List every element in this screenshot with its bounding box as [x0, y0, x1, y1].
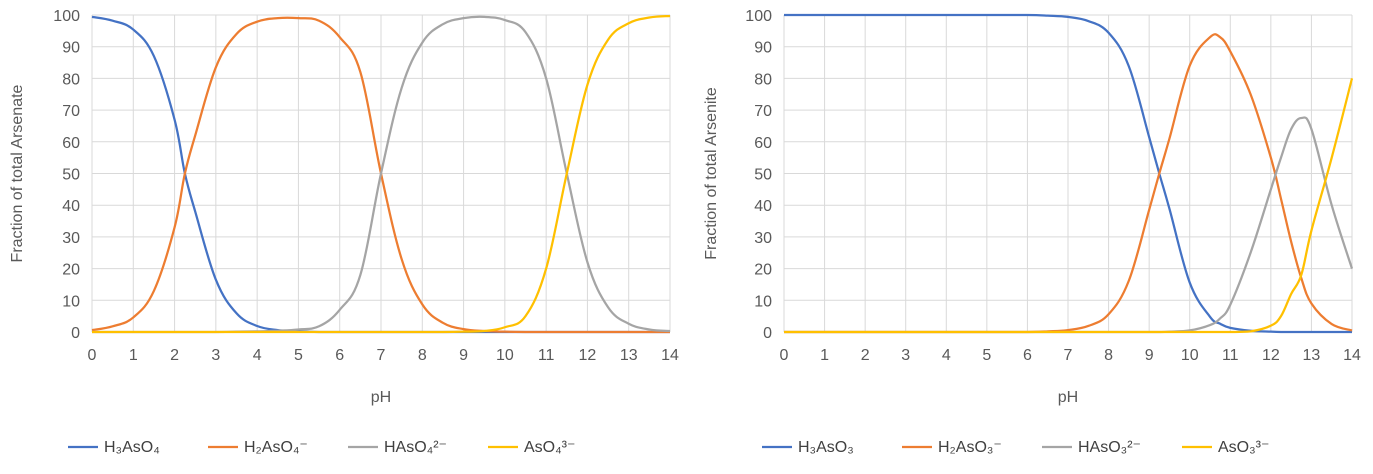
y-tick-label: 50	[754, 167, 772, 184]
legend-item: H₂AsO₃⁻	[902, 439, 1002, 456]
x-tick-label: 12	[1262, 347, 1280, 364]
x-tick-label: 2	[170, 347, 179, 364]
x-axis-title: pH	[371, 389, 391, 406]
y-tick-label: 100	[53, 8, 80, 25]
y-tick-label: 60	[62, 135, 80, 152]
legend-label: AsO₃³⁻	[1218, 439, 1269, 456]
x-tick-label: 4	[253, 347, 262, 364]
y-axis-title: Fraction of total Arsenate	[9, 84, 26, 262]
arsenate-speciation-chart: 0 1 2 3 4 5 6 7 8 9 10 11 12 13 1401020304050607080901…	[9, 8, 679, 456]
legend-item: AsO₃³⁻	[1182, 439, 1269, 456]
x-tick-label: 2	[861, 347, 870, 364]
x-tick-label: 10	[496, 347, 514, 364]
series-lines	[784, 13, 1354, 334]
y-tick-label: 0	[763, 325, 772, 342]
legend-item: H₃AsO₄	[68, 439, 160, 456]
legend: H₃AsO₄ H₂AsO₄⁻ HAsO₄²⁻ AsO₄³⁻	[68, 439, 575, 456]
x-tick-label: 8	[1104, 347, 1113, 364]
arsenite-speciation-chart: 0 1 2 3 4 5 6 7 8 9 10 11 12 13 1401020304050607080901…	[703, 8, 1361, 456]
y-tick-label: 80	[754, 71, 772, 88]
x-tick-label: 12	[579, 347, 597, 364]
legend-label: H₂AsO₃⁻	[938, 439, 1002, 456]
x-tick-label: 1	[129, 347, 138, 364]
legend-label: HAsO₄²⁻	[384, 439, 447, 456]
legend-label: AsO₄³⁻	[524, 439, 575, 456]
y-tick-label: 100	[745, 8, 772, 25]
y-tick-label: 70	[754, 103, 772, 120]
x-tick-label: 9	[459, 347, 468, 364]
legend-item: H₂AsO₄⁻	[208, 439, 308, 456]
x-tick-label: 9	[1145, 347, 1154, 364]
series-line-1	[91, 16, 670, 334]
y-tick-label: 30	[62, 230, 80, 247]
legend-label: H₂AsO₄⁻	[244, 439, 308, 456]
y-tick-label: 50	[62, 167, 80, 184]
y-tick-label: 40	[754, 198, 772, 215]
gridlines	[783, 14, 1353, 333]
x-tick-label: 1	[820, 347, 829, 364]
x-tick-label: 3	[211, 347, 220, 364]
x-tick-label: 7	[1064, 347, 1073, 364]
x-tick-label: 6	[335, 347, 344, 364]
x-tick-label: 5	[982, 347, 991, 364]
x-tick-label: 11	[1222, 347, 1239, 364]
x-tick-label: 0	[88, 347, 97, 364]
x-tick-label: 14	[1343, 347, 1361, 364]
x-tick-label: 10	[1181, 347, 1199, 364]
x-tick-label: 6	[1023, 347, 1032, 364]
y-tick-label: 40	[62, 198, 80, 215]
legend-item: HAsO₄²⁻	[348, 439, 447, 456]
x-tick-label: 13	[1303, 347, 1321, 364]
x-tick-label: 14	[661, 347, 679, 364]
legend-item: HAsO₃²⁻	[1042, 439, 1141, 456]
y-tick-label: 30	[754, 230, 772, 247]
series-lines	[91, 14, 671, 334]
series-line-3	[784, 78, 1354, 334]
y-tick-label: 10	[62, 293, 80, 310]
y-tick-label: 80	[62, 71, 80, 88]
x-tick-label: 3	[901, 347, 910, 364]
legend-label: H₃AsO₄	[104, 439, 160, 456]
y-tick-label: 20	[62, 262, 80, 279]
y-tick-label: 90	[754, 40, 772, 57]
y-tick-label: 20	[754, 262, 772, 279]
series-line-3	[92, 14, 671, 334]
y-tick-label: 70	[62, 103, 80, 120]
y-tick-label: 90	[62, 40, 80, 57]
x-tick-label: 7	[377, 347, 386, 364]
legend-label: HAsO₃²⁻	[1078, 439, 1141, 456]
y-tick-label: 60	[754, 135, 772, 152]
legend-item: H₃AsO₃	[762, 439, 854, 456]
x-tick-label: 4	[942, 347, 951, 364]
y-tick-label: 0	[71, 325, 80, 342]
x-axis-title: pH	[1058, 389, 1078, 406]
legend-item: AsO₄³⁻	[488, 439, 575, 456]
y-axis-title: Fraction of total Arsenite	[703, 87, 720, 260]
x-tick-label: 8	[418, 347, 427, 364]
x-tick-label: 11	[538, 347, 555, 364]
legend-label: H₃AsO₃	[798, 439, 854, 456]
x-tick-label: 13	[620, 347, 638, 364]
x-tick-label: 0	[780, 347, 789, 364]
x-tick-label: 5	[294, 347, 303, 364]
legend: H₃AsO₃ H₂AsO₃⁻ HAsO₃²⁻ AsO₃³⁻	[762, 439, 1269, 456]
y-tick-label: 10	[754, 293, 772, 310]
